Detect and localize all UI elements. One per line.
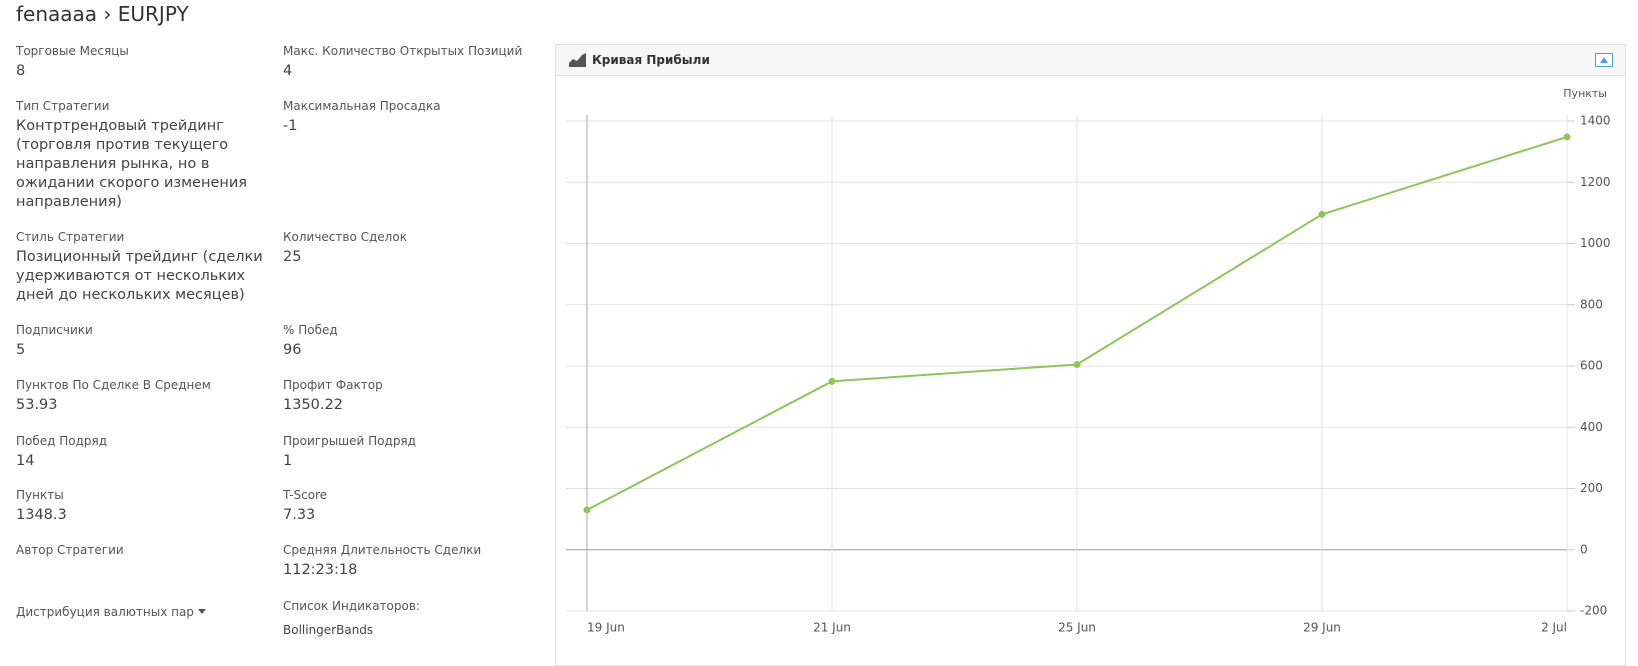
stat-value: 1348.3 <box>16 507 67 523</box>
dropdown-label[interactable]: Дистрибуция валютных пар <box>16 605 194 619</box>
y-tick-label: 400 <box>1580 420 1603 434</box>
stat-value: 5 <box>16 342 26 358</box>
stat-item: Макс. Количество Открытых Позиций 4 <box>283 44 545 81</box>
export-button[interactable] <box>1595 53 1613 67</box>
stat-item: Тип Стратегии Контртрендовый трейдинг (то… <box>16 99 278 212</box>
stat-label: Пункты <box>16 488 64 502</box>
stat-label: % Побед <box>283 323 338 337</box>
y-axis-label: Пункты <box>1563 87 1607 100</box>
stat-label: Тип Стратегии <box>16 99 110 113</box>
stat-value: 8 <box>16 63 26 79</box>
stat-item: Торговые Месяцы 8 <box>16 44 278 81</box>
stat-label: Автор Стратегии <box>16 543 124 557</box>
y-tick-label: 1200 <box>1580 175 1611 189</box>
stat-item: % Побед 96 <box>283 323 545 360</box>
y-tick-label: -200 <box>1580 604 1607 618</box>
stat-value: BollingerBands <box>283 623 374 637</box>
point <box>1563 133 1571 141</box>
stat-label: Средняя Длительность Сделки <box>283 543 482 557</box>
y-tick-label: 0 <box>1580 542 1588 556</box>
stat-label: Максимальная Просадка <box>283 99 441 113</box>
point <box>1318 210 1326 218</box>
dropdown-arrow[interactable] <box>194 606 208 616</box>
y-tick-label: 1400 <box>1580 114 1611 128</box>
stat-value: 53.93 <box>16 397 58 413</box>
stat-value: 14 <box>16 453 35 469</box>
stat-label: Торговые Месяцы <box>16 44 129 58</box>
stat-label: Стиль Стратегии <box>16 230 125 244</box>
symbol: › EURJPY <box>103 2 189 26</box>
x-tick-label: 19 Jun <box>587 621 625 635</box>
stat-label: Список Индикаторов: <box>283 599 420 613</box>
point <box>583 506 591 514</box>
chart-title: Кривая Прибыли <box>592 53 710 67</box>
stat-item: Автор Стратегии <box>16 543 278 557</box>
stat-value: 1 <box>283 453 293 469</box>
stat-label: T-Score <box>283 488 328 502</box>
stat-value: 96 <box>283 342 302 358</box>
stat-value: 7.33 <box>283 507 316 523</box>
stat-label: Пунктов По Сделке В Среднем <box>16 378 211 392</box>
stat-item: Проигрышей Подряд 1 <box>283 434 545 471</box>
panel-header: Кривая Прибыли <box>556 45 1625 76</box>
stat-label: Подписчики <box>16 323 93 337</box>
x-tick-label: 21 Jun <box>813 621 851 635</box>
stat-item: Профит Фактор 1350.22 <box>283 378 545 415</box>
stat-label: Побед Подряд <box>16 434 108 448</box>
stat-item: Пунктов По Сделке В Среднем 53.93 <box>16 378 278 415</box>
stat-label: Макс. Количество Открытых Позиций <box>283 44 523 58</box>
y-tick-label: 200 <box>1580 481 1603 495</box>
stat-value: Позиционный трейдинг (сделки удерживаютс… <box>16 249 263 303</box>
stat-item: Количество Сделок 25 <box>283 230 545 267</box>
stat-value: 112:23:18 <box>283 562 358 578</box>
stat-item: T-Score 7.33 <box>283 488 545 525</box>
y-tick-label: 800 <box>1580 297 1603 311</box>
distribution-dropdown[interactable]: Дистрибуция валютных пар <box>16 605 278 619</box>
point <box>1073 360 1081 368</box>
user-name: fenaaaa <box>16 2 98 26</box>
chart-panel: Кривая Прибыли <box>555 44 1626 666</box>
page-title: fenaaaa › EURJPY <box>16 2 189 26</box>
stat-value: -1 <box>283 118 298 134</box>
stat-item: Средняя Длительность Сделки 112:23:18 <box>283 543 545 580</box>
stat-label: Количество Сделок <box>283 230 407 244</box>
stat-item: Побед Подряд 14 <box>16 434 278 471</box>
stat-value: 25 <box>283 249 302 265</box>
stat-label: Проигрышей Подряд <box>283 434 416 448</box>
stat-item: Дистрибуция валютных пар <box>16 605 278 619</box>
stat-item: Список Индикаторов: BollingerBands <box>283 599 545 640</box>
x-tick-label: 25 Jun <box>1058 621 1096 635</box>
stat-value: 4 <box>283 63 293 79</box>
chart-icon <box>569 53 586 67</box>
stat-label: Профит Фактор <box>283 378 383 392</box>
stat-item: Пункты 1348.3 <box>16 488 278 525</box>
x-tick-label: 2 Jul <box>1541 621 1567 635</box>
x-tick-label: 29 Jun <box>1303 621 1341 635</box>
stat-item: Максимальная Просадка -1 <box>283 99 545 136</box>
y-tick-label: 1000 <box>1580 236 1611 250</box>
stat-value: Контртрендовый трейдинг (торговля против… <box>16 118 248 210</box>
stat-item: Подписчики 5 <box>16 323 278 360</box>
stat-value: 1350.22 <box>283 397 343 413</box>
point <box>828 377 836 385</box>
stat-item: Стиль Стратегии Позиционный трейдинг (сде… <box>16 230 278 305</box>
y-tick-label: 600 <box>1580 359 1603 373</box>
